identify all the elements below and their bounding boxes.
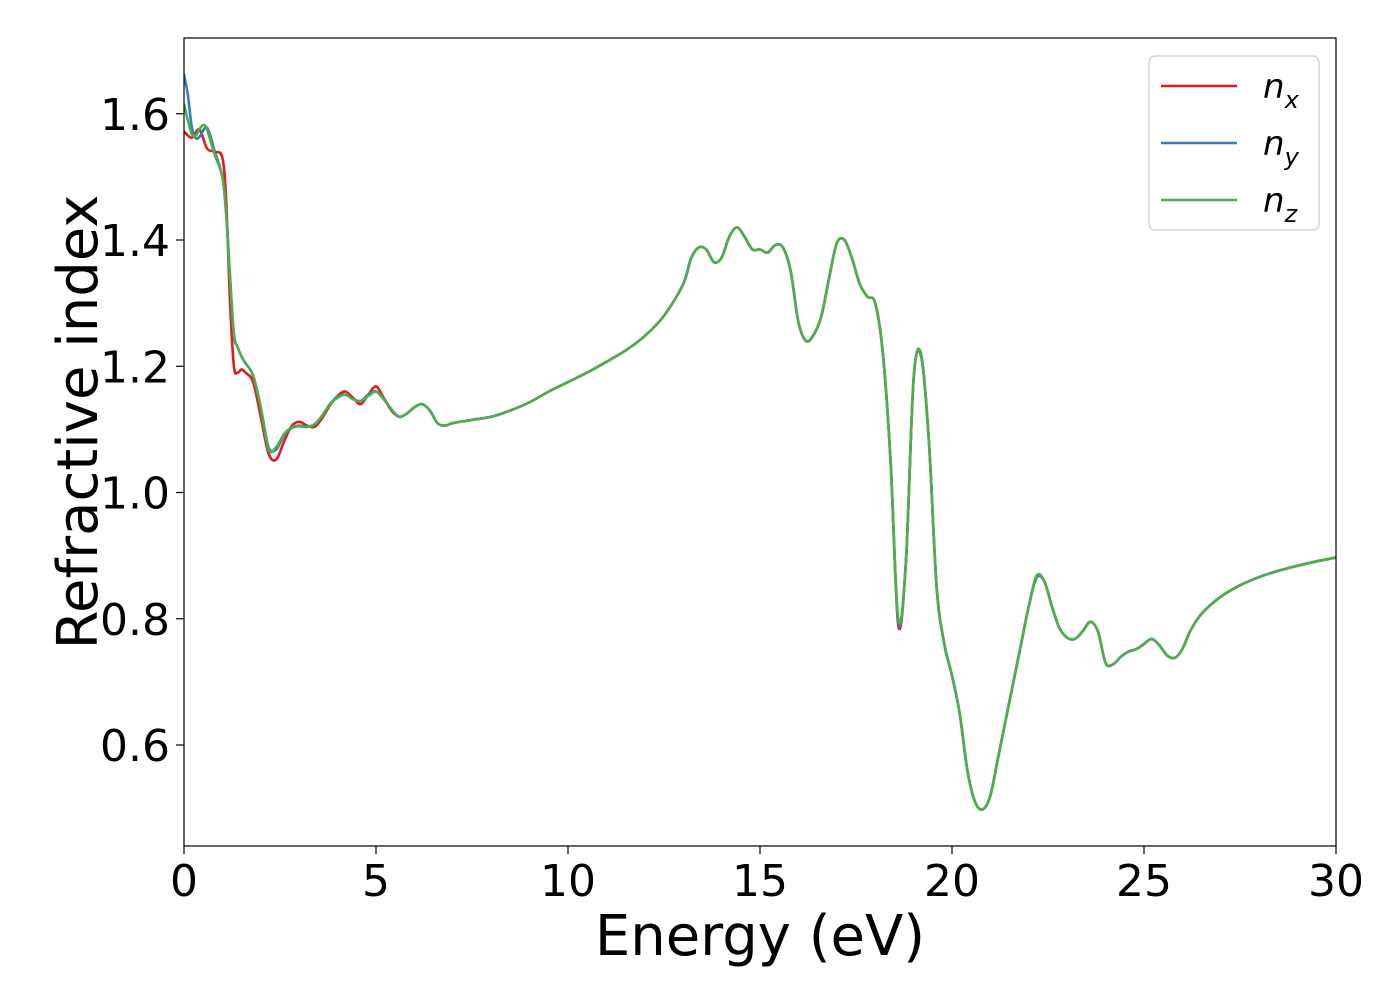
y-tick-label: 0.6 — [100, 721, 170, 772]
legend-label-subscript: y — [1284, 143, 1300, 171]
x-tick-label: 0 — [170, 856, 198, 907]
x-tick-label: 25 — [1116, 856, 1172, 907]
legend-label-subscript: z — [1284, 200, 1299, 228]
y-tick-label: 0.8 — [100, 595, 170, 646]
legend-label-subscript: x — [1284, 86, 1300, 114]
legend-label-main: n — [1263, 124, 1285, 164]
legend-label-y: ny — [1263, 124, 1300, 171]
x-axis: 0 5 10 15 20 25 30 — [170, 846, 1364, 907]
x-axis-title: Energy (eV) — [595, 904, 925, 969]
plot-area — [184, 38, 1336, 846]
legend-label-main: n — [1263, 67, 1285, 107]
legend-label-z: nz — [1263, 181, 1299, 228]
x-tick-label: 10 — [540, 856, 596, 907]
y-axis: 0.6 0.8 1.0 1.2 1.4 1.6 — [100, 90, 184, 772]
x-tick-label: 30 — [1308, 856, 1364, 907]
y-tick-label: 1.0 — [100, 469, 170, 520]
plot-frame — [183, 37, 1337, 847]
legend-label-main: n — [1263, 181, 1285, 221]
series-line-z — [184, 102, 1336, 811]
x-tick-label: 20 — [924, 856, 980, 907]
series-layer — [184, 73, 1336, 811]
y-tick-label: 1.6 — [100, 90, 170, 141]
y-tick-label: 1.2 — [100, 342, 170, 393]
x-tick-label: 5 — [362, 856, 390, 907]
y-tick-label: 1.4 — [100, 216, 170, 267]
plot-background — [184, 38, 1336, 846]
y-axis-title: Refractive index — [46, 195, 111, 650]
x-tick-label: 15 — [732, 856, 788, 907]
legend-label-x: nx — [1263, 67, 1300, 114]
